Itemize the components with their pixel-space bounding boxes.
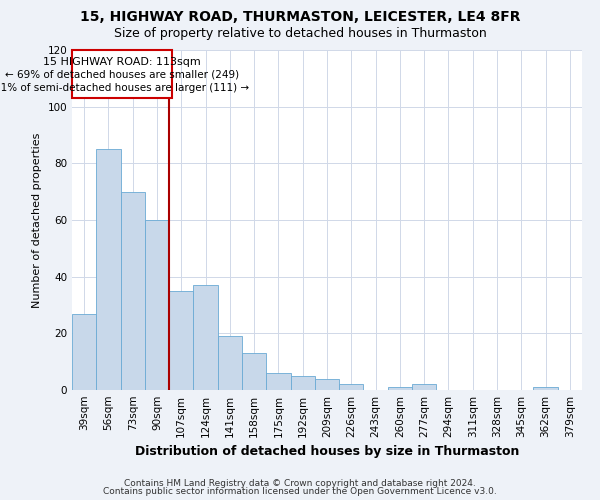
Bar — [218, 336, 242, 390]
Text: Contains public sector information licensed under the Open Government Licence v3: Contains public sector information licen… — [103, 487, 497, 496]
Text: 31% of semi-detached houses are larger (111) →: 31% of semi-detached houses are larger (… — [0, 82, 250, 92]
Bar — [266, 373, 290, 390]
Bar — [533, 387, 558, 390]
Bar — [72, 50, 172, 98]
Text: Size of property relative to detached houses in Thurmaston: Size of property relative to detached ho… — [113, 28, 487, 40]
Bar — [339, 384, 364, 390]
Bar — [290, 376, 315, 390]
Bar — [242, 353, 266, 390]
Bar — [121, 192, 145, 390]
Bar — [145, 220, 169, 390]
Text: 15, HIGHWAY ROAD, THURMASTON, LEICESTER, LE4 8FR: 15, HIGHWAY ROAD, THURMASTON, LEICESTER,… — [80, 10, 520, 24]
Text: 15 HIGHWAY ROAD: 113sqm: 15 HIGHWAY ROAD: 113sqm — [43, 57, 200, 67]
X-axis label: Distribution of detached houses by size in Thurmaston: Distribution of detached houses by size … — [135, 446, 519, 458]
Bar — [96, 149, 121, 390]
Bar — [72, 314, 96, 390]
Bar — [388, 387, 412, 390]
Text: Contains HM Land Registry data © Crown copyright and database right 2024.: Contains HM Land Registry data © Crown c… — [124, 478, 476, 488]
Text: ← 69% of detached houses are smaller (249): ← 69% of detached houses are smaller (24… — [5, 70, 239, 80]
Bar — [169, 291, 193, 390]
Y-axis label: Number of detached properties: Number of detached properties — [32, 132, 42, 308]
Bar — [315, 378, 339, 390]
Bar — [193, 285, 218, 390]
Bar — [412, 384, 436, 390]
